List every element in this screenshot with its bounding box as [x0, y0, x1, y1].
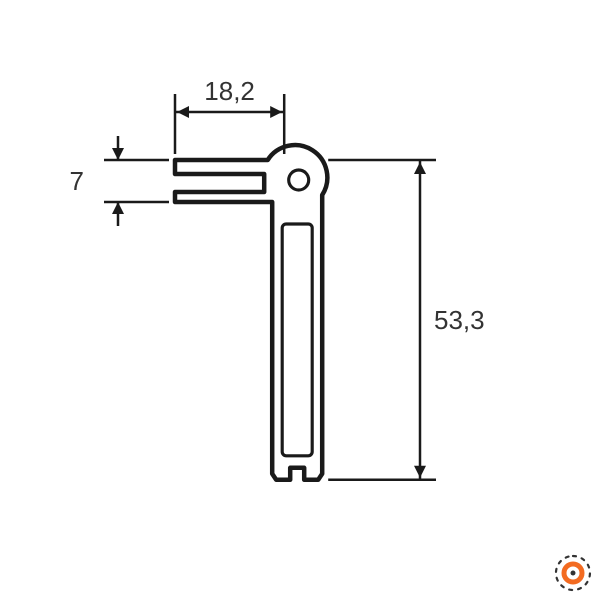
profile-leg-cavity [282, 224, 312, 456]
dim-slot-label: 7 [70, 166, 84, 196]
dim-height-label: 53,3 [434, 305, 485, 335]
profile-bulb-inner [289, 170, 309, 190]
brand-logo [552, 552, 594, 594]
diagram-canvas: 18,2 7 53,3 [0, 0, 600, 600]
profile-outline [175, 145, 327, 480]
profile-drawing: 18,2 7 53,3 [0, 0, 600, 600]
dim-width-label: 18,2 [204, 76, 255, 106]
